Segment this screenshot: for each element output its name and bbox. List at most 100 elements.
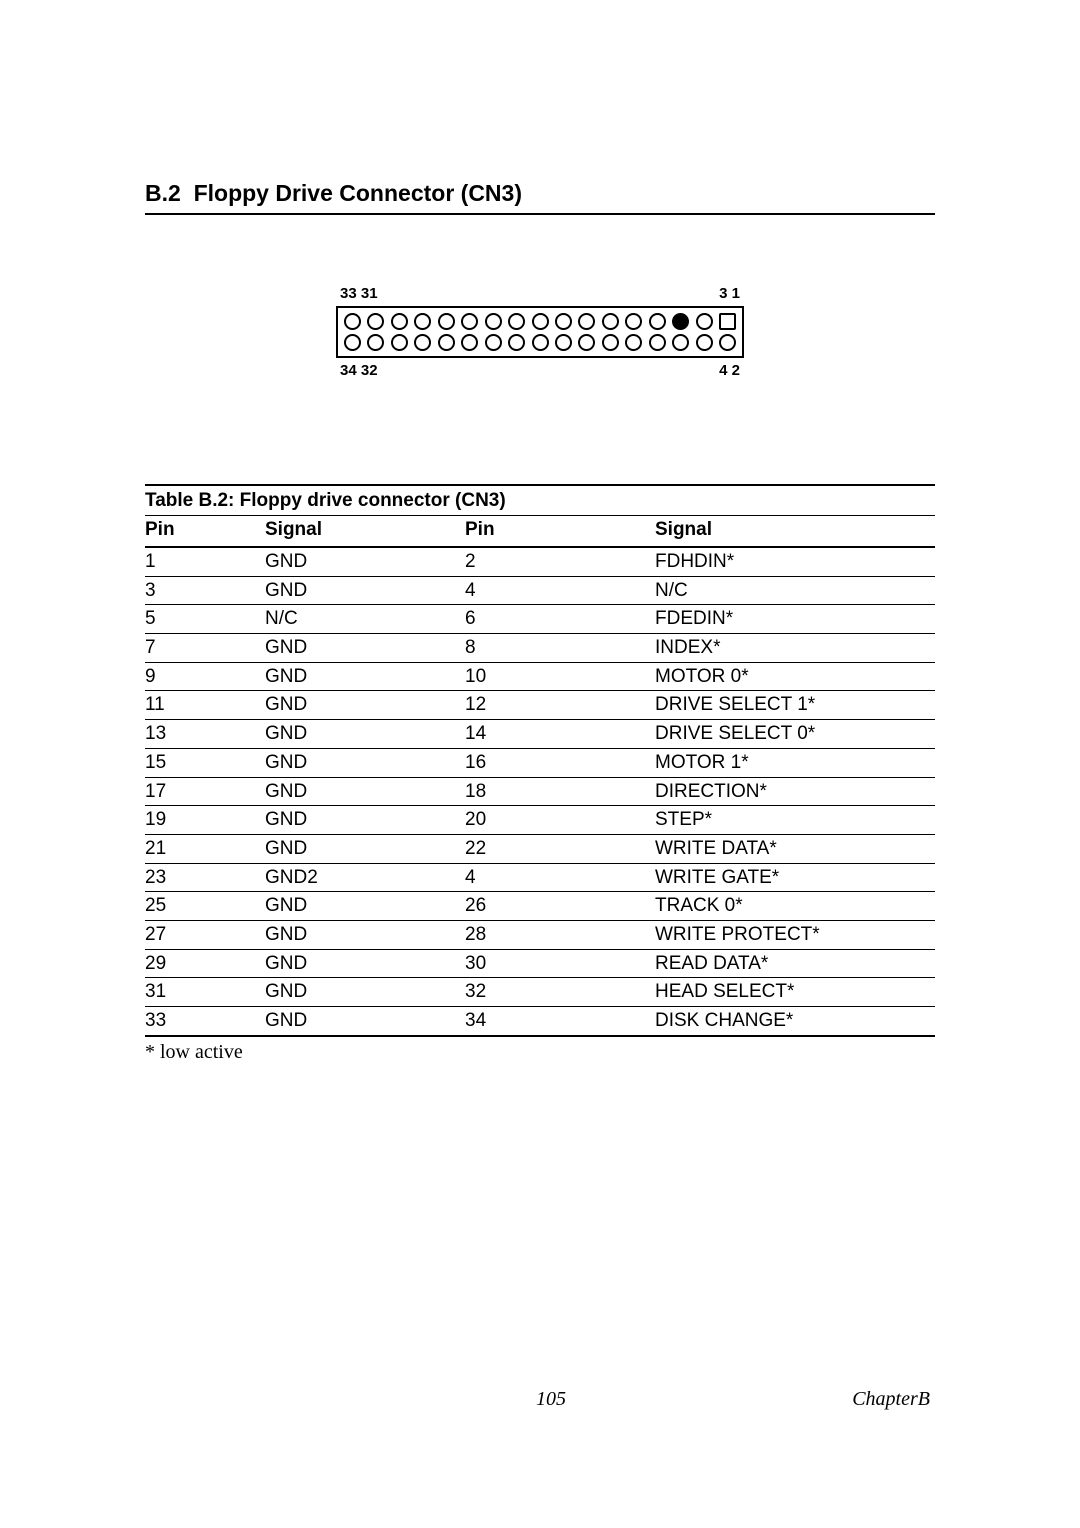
connector-pin — [672, 334, 689, 351]
pin-body — [336, 306, 744, 358]
connector-pin — [625, 313, 642, 330]
cell-pin: 27 — [145, 923, 265, 948]
cell-pin: 23 — [145, 866, 265, 891]
cell-signal: GND — [265, 952, 465, 977]
connector-pin — [532, 313, 549, 330]
cell-signal: MOTOR 1* — [655, 751, 935, 776]
connector-pin — [414, 334, 431, 351]
table-row: 1GND2FDHDIN* — [145, 548, 935, 577]
header-sig1: Signal — [265, 519, 465, 541]
connector-pin — [461, 313, 478, 330]
cell-pin: 17 — [145, 780, 265, 805]
connector-pin — [719, 313, 736, 330]
connector-pin — [367, 334, 384, 351]
cell-pin: 21 — [145, 837, 265, 862]
connector-pin — [508, 334, 525, 351]
diagram-label-bottom-right: 4 2 — [719, 362, 740, 379]
cell-pin: 19 — [145, 808, 265, 833]
cell-pin: 14 — [465, 722, 655, 747]
cell-signal: GND — [265, 579, 465, 604]
connector-pin — [367, 313, 384, 330]
cell-pin: 33 — [145, 1009, 265, 1034]
connector-pin — [391, 313, 408, 330]
cell-pin: 34 — [465, 1009, 655, 1034]
table-row: 27GND28WRITE PROTECT* — [145, 921, 935, 950]
cell-signal: DRIVE SELECT 0* — [655, 722, 935, 747]
connector-pin — [555, 334, 572, 351]
cell-pin: 1 — [145, 550, 265, 575]
table-title: Table B.2: Floppy drive connector (CN3) — [145, 484, 935, 516]
cell-pin: 7 — [145, 636, 265, 661]
connector-pin — [485, 334, 502, 351]
table-row: 7GND8INDEX* — [145, 634, 935, 663]
cell-pin: 9 — [145, 665, 265, 690]
cell-pin: 6 — [465, 607, 655, 632]
header-pin2: Pin — [465, 519, 655, 541]
connector-pin — [508, 313, 525, 330]
cell-pin: 18 — [465, 780, 655, 805]
connector-pin — [602, 334, 619, 351]
cell-pin: 20 — [465, 808, 655, 833]
cell-pin: 8 — [465, 636, 655, 661]
cell-signal: GND — [265, 636, 465, 661]
table-row: 19GND20STEP* — [145, 806, 935, 835]
cell-signal: GND — [265, 808, 465, 833]
table-header: Pin Signal Pin Signal — [145, 516, 935, 548]
diagram-label-top-right: 3 1 — [719, 285, 740, 302]
diagram-label-top-left: 33 31 — [340, 285, 378, 302]
cell-signal: TRACK 0* — [655, 894, 935, 919]
pin-row-bottom — [344, 334, 736, 351]
cell-pin: 25 — [145, 894, 265, 919]
connector-pin — [414, 313, 431, 330]
cell-pin: 12 — [465, 693, 655, 718]
cell-pin: 28 — [465, 923, 655, 948]
connector-pin — [344, 334, 361, 351]
cell-pin: 32 — [465, 980, 655, 1005]
cell-pin: 31 — [145, 980, 265, 1005]
connector-pin — [485, 313, 502, 330]
connector-pin — [578, 313, 595, 330]
cell-signal: HEAD SELECT* — [655, 980, 935, 1005]
cell-pin: 5 — [145, 607, 265, 632]
connector-pin — [578, 334, 595, 351]
cell-signal: GND — [265, 550, 465, 575]
cell-pin: 22 — [465, 837, 655, 862]
cell-signal: INDEX* — [655, 636, 935, 661]
connector-pin — [391, 334, 408, 351]
table-row: 29GND30READ DATA* — [145, 950, 935, 979]
cell-signal: WRITE GATE* — [655, 866, 935, 891]
cell-signal: MOTOR 0* — [655, 665, 935, 690]
cell-pin: 26 — [465, 894, 655, 919]
page-number: 105 — [536, 1388, 566, 1411]
cell-signal: WRITE DATA* — [655, 837, 935, 862]
table-row: 5N/C6FDEDIN* — [145, 605, 935, 634]
cell-signal: GND — [265, 693, 465, 718]
footnote: * low active — [145, 1041, 935, 1064]
cell-pin: 29 — [145, 952, 265, 977]
table-row: 21GND22WRITE DATA* — [145, 835, 935, 864]
connector-pin — [649, 334, 666, 351]
cell-pin: 11 — [145, 693, 265, 718]
table-row: 23GND24WRITE GATE* — [145, 864, 935, 893]
cell-signal: READ DATA* — [655, 952, 935, 977]
connector-pin — [461, 334, 478, 351]
section-title-text: Floppy Drive Connector (CN3) — [194, 180, 522, 206]
connector-pin — [696, 334, 713, 351]
connector-pin — [719, 334, 736, 351]
header-sig2: Signal — [655, 519, 935, 541]
connector-pin — [344, 313, 361, 330]
cell-signal: N/C — [265, 607, 465, 632]
cell-pin: 10 — [465, 665, 655, 690]
cell-signal: GND — [265, 837, 465, 862]
cell-signal: FDEDIN* — [655, 607, 935, 632]
cell-signal: GND — [265, 780, 465, 805]
cell-pin: 2 — [465, 550, 655, 575]
header-pin1: Pin — [145, 519, 265, 541]
cell-signal: STEP* — [655, 808, 935, 833]
cell-pin: 13 — [145, 722, 265, 747]
table-row: 11GND12DRIVE SELECT 1* — [145, 691, 935, 720]
table-row: 33GND34DISK CHANGE* — [145, 1007, 935, 1037]
connector-pin — [438, 334, 455, 351]
cell-pin: 4 — [465, 579, 655, 604]
cell-signal: DISK CHANGE* — [655, 1009, 935, 1034]
